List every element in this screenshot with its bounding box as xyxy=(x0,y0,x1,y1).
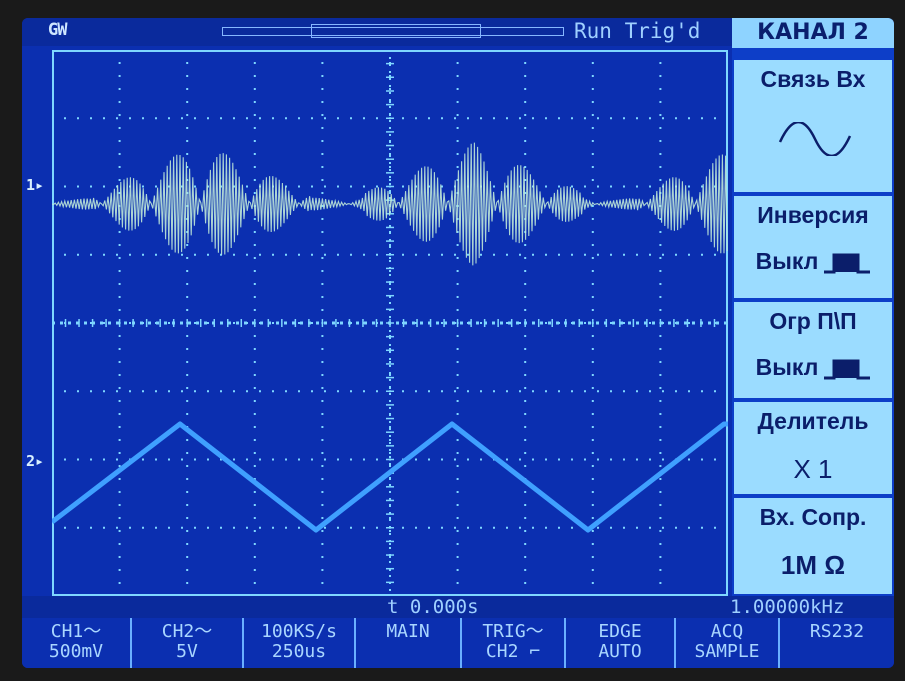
ch2-settings[interactable]: CH2～ 5V xyxy=(130,618,242,668)
time-offset-readout: t 0.000s xyxy=(387,596,479,618)
ac-sine-icon xyxy=(778,122,852,156)
menu-item-probe[interactable]: Делитель X 1 xyxy=(734,402,892,494)
cell-line2: 5V xyxy=(176,641,198,662)
cell-line2: SAMPLE xyxy=(694,641,760,662)
ch1-marker: 1▸ xyxy=(26,176,45,194)
menu-title: КАНАЛ 2 xyxy=(732,18,894,48)
oscilloscope-screen: GW Run Trig'd 1▸ 2▸ КАНАЛ 2 Связь Вх Инв… xyxy=(22,18,894,668)
cell-line2: AUTO xyxy=(598,641,642,662)
trigger-mode[interactable]: EDGE AUTO xyxy=(564,618,674,668)
menu-item-impedance[interactable]: Вх. Сопр. 1M Ω xyxy=(734,498,892,594)
interface-settings[interactable]: RS232 xyxy=(778,618,894,668)
cell-line1: ACQ xyxy=(710,621,744,642)
pulse-icon xyxy=(824,359,871,380)
invert-value: Выкл xyxy=(755,248,819,274)
waveform-display xyxy=(52,50,728,596)
cell-line1: MAIN xyxy=(386,621,430,642)
waveform-svg xyxy=(52,50,728,596)
menu-item-label: Делитель xyxy=(757,408,869,434)
ch1-trace xyxy=(52,142,728,266)
menu-item-value: X 1 xyxy=(793,454,833,484)
cell-line1: TRIG～ xyxy=(482,621,544,642)
status-bar: GW Run Trig'd xyxy=(22,18,732,46)
ch2-trace xyxy=(52,421,728,533)
menu-item-label: Инверсия xyxy=(757,202,869,228)
menu-item-value: Выкл xyxy=(734,248,892,275)
cell-line1: RS232 xyxy=(809,621,865,642)
trigger-settings[interactable]: TRIG～ CH2 ⌐ xyxy=(460,618,564,668)
cell-line1: CH1～ xyxy=(50,621,102,642)
menu-item-invert[interactable]: Инверсия Выкл xyxy=(734,196,892,298)
menu-item-value: 1M Ω xyxy=(780,550,846,580)
menu-item-value: Выкл xyxy=(734,354,892,381)
menu-item-bw-limit[interactable]: Огр П\П Выкл xyxy=(734,302,892,398)
trigger-status: Run Trig'd xyxy=(574,19,701,43)
settings-bar: CH1～ 500mV CH2～ 5V 100KS/s 250us MAIN TRIG～… xyxy=(22,618,894,668)
side-menu: КАНАЛ 2 Связь Вх Инверсия Выкл Огр П\П В… xyxy=(732,18,894,596)
frequency-readout: 1.00000kHz xyxy=(730,596,845,618)
bw-limit-value: Выкл xyxy=(755,354,819,380)
pulse-icon xyxy=(824,253,871,274)
cell-line1: 100KS/s xyxy=(261,621,337,642)
horizontal-mode[interactable]: MAIN xyxy=(354,618,460,668)
timebase-settings[interactable]: 100KS/s 250us xyxy=(242,618,354,668)
cell-line2: 250us xyxy=(271,641,327,662)
memory-position-bar[interactable] xyxy=(222,24,564,38)
acquire-settings[interactable]: ACQ SAMPLE xyxy=(674,618,778,668)
menu-item-label: Огр П\П xyxy=(769,308,857,334)
cell-line2: CH2 ⌐ xyxy=(485,641,541,662)
menu-item-coupling[interactable]: Связь Вх xyxy=(734,60,892,192)
memory-window xyxy=(311,24,481,38)
ch1-settings[interactable]: CH1～ 500mV xyxy=(22,618,130,668)
menu-item-label: Вх. Сопр. xyxy=(759,504,867,530)
cell-line1: EDGE xyxy=(598,621,642,642)
ch2-marker: 2▸ xyxy=(26,452,45,470)
menu-item-label: Связь Вх xyxy=(760,66,866,92)
brand-logo: GW xyxy=(48,20,68,40)
cell-line1: CH2～ xyxy=(161,621,213,642)
readout-bar: t 0.000s 1.00000kHz xyxy=(22,596,894,618)
cell-line2: 500mV xyxy=(48,641,104,662)
